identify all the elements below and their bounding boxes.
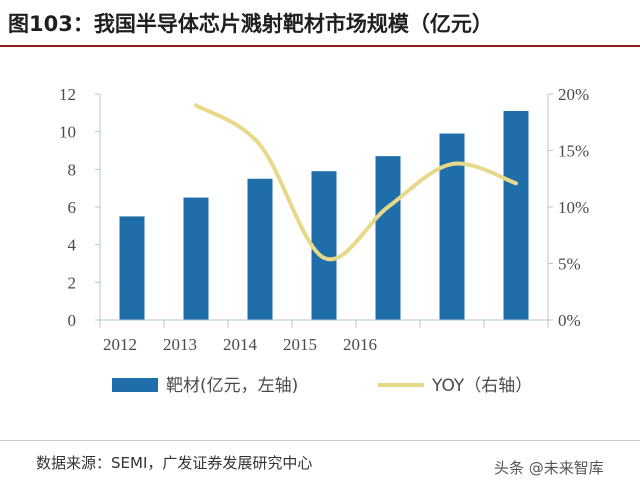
right-axis-tick-label: 0% [558, 311, 581, 330]
right-axis-tick-label: 5% [558, 255, 581, 274]
left-axis-tick-label: 8 [68, 160, 77, 179]
bar [439, 133, 465, 320]
right-axis-tick-label: 20% [558, 85, 589, 104]
left-axis-tick-label: 10 [59, 123, 76, 142]
legend-bar-label: 靶材(亿元，左轴) [166, 376, 298, 396]
left-axis-tick-label: 2 [68, 273, 77, 292]
watermark: 头条 @未来智库 [494, 459, 604, 477]
yoy-line [194, 103, 518, 262]
bar [183, 197, 209, 320]
bar [119, 216, 145, 320]
left-axis-tick-label: 4 [68, 236, 77, 255]
x-axis-tick-label: 2016 [343, 335, 377, 354]
source-divider [0, 440, 640, 441]
bar [247, 178, 273, 320]
right-axis: 0% 5% 10% 15% 20% [547, 85, 589, 330]
legend-line-label: YOY（右轴） [431, 376, 532, 396]
chart: 0 2 4 6 8 10 12 0% 5% 10% 15% 20% 2012 2013 2014 2015… [59, 85, 589, 396]
right-axis-tick-label: 10% [558, 198, 589, 217]
title-divider [0, 45, 640, 47]
left-axis-tick-label: 0 [68, 311, 77, 330]
x-axis-tick-label: 2013 [163, 335, 197, 354]
legend: 靶材(亿元，左轴) YOY（右轴） [112, 376, 532, 396]
right-axis-tick-label: 15% [558, 142, 589, 161]
left-axis-tick-label: 6 [68, 198, 77, 217]
x-axis-tick-label: 2014 [223, 335, 258, 354]
chart-title: 图103：我国半导体芯片溅射靶材市场规模（亿元） [8, 12, 493, 36]
left-axis-tick-label: 12 [59, 85, 76, 104]
x-axis-tick-label: 2015 [283, 335, 317, 354]
bar [311, 171, 337, 320]
x-axis-tick-label: 2012 [103, 335, 137, 354]
left-axis: 0 2 4 6 8 10 12 [59, 85, 101, 330]
yoy-line-series [194, 103, 518, 262]
legend-bar-swatch [112, 378, 158, 392]
bar-series [119, 110, 529, 320]
bar [375, 156, 401, 320]
source-note: 数据来源：SEMI，广发证券发展研究中心 [36, 454, 313, 472]
x-axis: 2012 2013 2014 2015 2016 [99, 319, 549, 354]
bar [503, 110, 529, 320]
title-bar: 图103：我国半导体芯片溅射靶材市场规模（亿元） [0, 0, 640, 44]
